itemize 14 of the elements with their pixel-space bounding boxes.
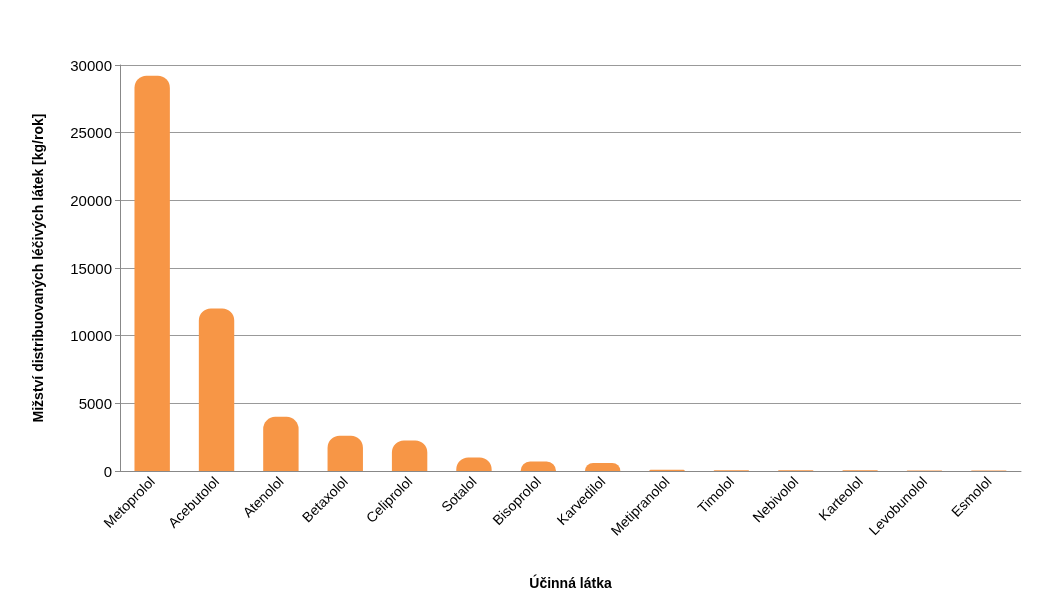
y-tick-label: 0 <box>103 462 112 480</box>
y-tick-label: 10000 <box>70 327 112 345</box>
y-tick-label: 15000 <box>70 259 112 277</box>
bar <box>198 308 235 471</box>
y-tick-label: 5000 <box>78 394 112 412</box>
bar <box>263 416 299 471</box>
bar <box>391 440 428 471</box>
y-axis-title: Mižství distribuovaných léčivých látek [kg/rok] <box>30 113 46 423</box>
y-tick-label: 20000 <box>70 191 112 209</box>
y-tick-label: 30000 <box>70 56 112 74</box>
y-tick-label: 25000 <box>70 124 112 142</box>
x-axis-title: Účinná látka <box>529 574 612 591</box>
bar <box>134 75 170 471</box>
bar <box>327 435 363 471</box>
